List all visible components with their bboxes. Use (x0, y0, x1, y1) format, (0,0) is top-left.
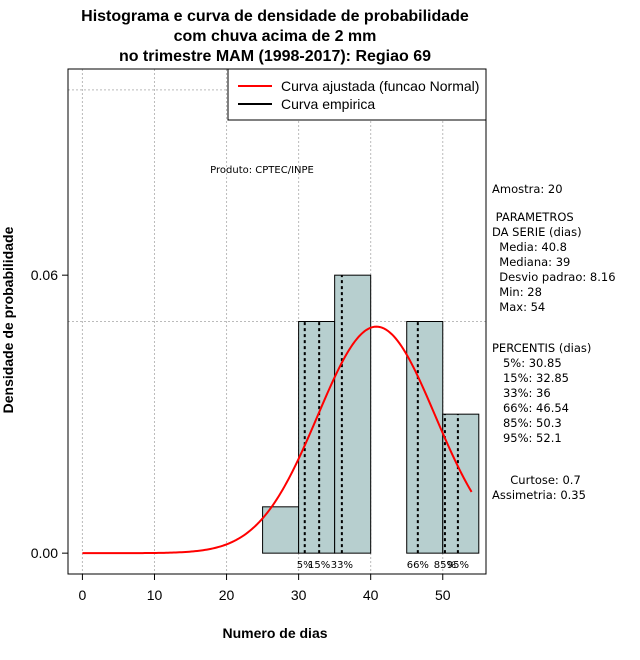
y-axis-label: Densidade de probabilidade (0, 226, 16, 413)
histogram-bar (262, 506, 300, 554)
x-tick-label: 10 (147, 587, 163, 603)
normal-curve-line (82, 325, 473, 555)
skewness: Assimetria: 0.35 (492, 488, 586, 502)
percentiles-header: PERCENTIS (dias) (492, 341, 592, 355)
parameters-values: Media: 40.8 Mediana: 39 Desvio padrao: 8… (499, 240, 616, 314)
percentiles-values: 5%: 30.85 15%: 32.85 33%: 36 66%: 46.54 … (502, 356, 569, 445)
histogram-bar (406, 321, 444, 554)
x-axis-label: Numero de dias (222, 625, 327, 641)
y-tick-label: 0.00 (31, 545, 58, 561)
x-tick-label: 20 (219, 587, 235, 603)
percentile-label: 15% (308, 560, 330, 571)
percentile-label: 85% (434, 560, 456, 571)
kurtosis: Curtose: 0.7 (492, 473, 581, 487)
percentile-lines: 5%15% 33% 66% 85%95% (297, 275, 469, 571)
percentile-label: 66% (407, 560, 429, 571)
x-tick-label: 40 (363, 587, 379, 603)
percentile-label: 33% (331, 560, 353, 571)
percentile-label: 5% (297, 560, 313, 571)
sample-size: Amostra: 20 (492, 182, 563, 196)
y-axis: 0.00 0.06 (31, 267, 68, 561)
histogram-bar (442, 413, 480, 554)
chart-title-line-1: Histograma e curva de densidade de proba… (81, 8, 469, 25)
x-tick-label: 50 (435, 587, 451, 603)
chart-title-line-2: com chuva acima de 2 mm (174, 28, 377, 45)
histogram-bar (334, 274, 372, 554)
legend-label-normal: Curva ajustada (funcao Normal) (281, 78, 479, 94)
x-tick-label: 30 (291, 587, 307, 603)
legend: Curva ajustada (funcao Normal) Curva emp… (227, 68, 487, 121)
annotation-product: Produto: CPTEC/INPE (210, 165, 314, 176)
y-tick-label: 0.06 (31, 267, 58, 283)
legend-box (227, 68, 487, 121)
histogram-bars (262, 274, 480, 554)
x-axis: 0 10 20 30 40 50 (79, 574, 451, 603)
chart-title-line-3: no trimestre MAM (1998-2017): Regiao 69 (119, 48, 431, 65)
parameters-header: PARAMETROS DA SERIE (dias) (492, 210, 582, 239)
legend-label-empirical: Curva empirica (281, 96, 375, 112)
percentile-label: 95% (447, 560, 469, 571)
x-tick-label: 0 (79, 587, 87, 603)
